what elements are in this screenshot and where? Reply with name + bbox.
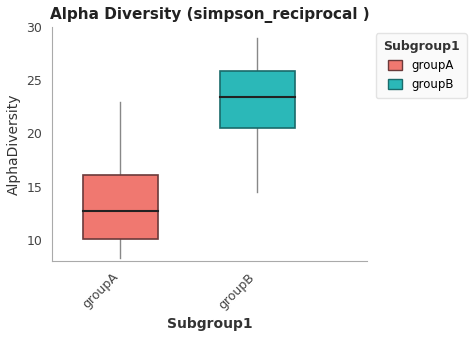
X-axis label: Subgroup1: Subgroup1	[166, 317, 252, 331]
Bar	[83, 175, 158, 239]
Bar	[219, 71, 295, 128]
Title: Alpha Diversity (simpson_reciprocal ): Alpha Diversity (simpson_reciprocal )	[49, 7, 369, 23]
Legend: groupA, groupB: groupA, groupB	[375, 33, 466, 98]
Y-axis label: AlphaDiversity: AlphaDiversity	[7, 93, 21, 195]
